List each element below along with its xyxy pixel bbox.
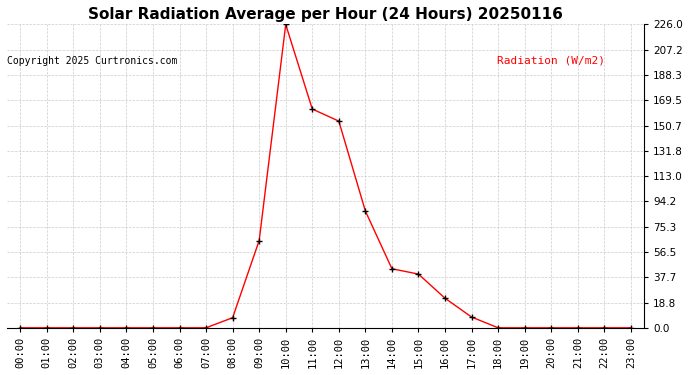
Text: Copyright 2025 Curtronics.com: Copyright 2025 Curtronics.com <box>7 56 177 66</box>
Title: Solar Radiation Average per Hour (24 Hours) 20250116: Solar Radiation Average per Hour (24 Hou… <box>88 7 563 22</box>
Text: Radiation (W/m2): Radiation (W/m2) <box>497 56 605 66</box>
